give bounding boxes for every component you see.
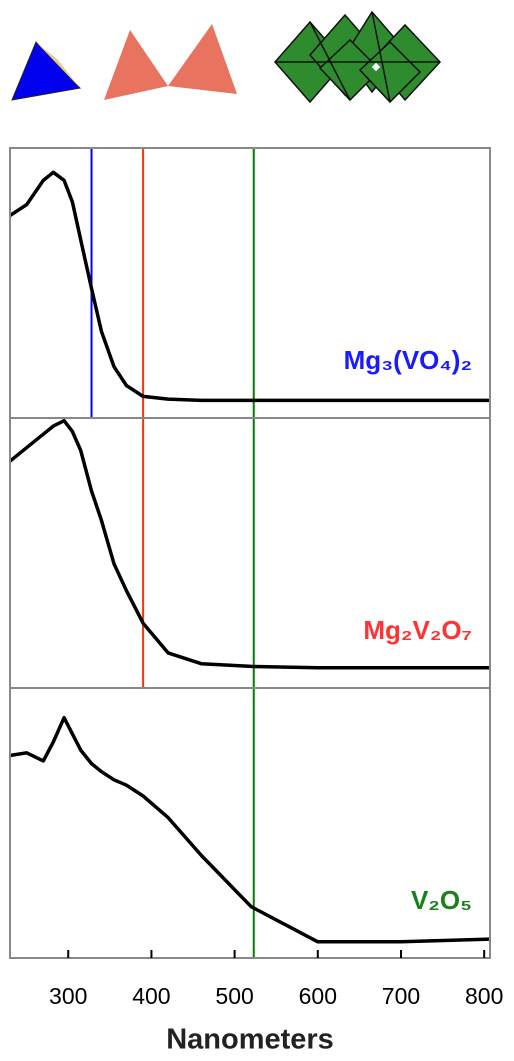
- panel-frame: [9, 147, 491, 419]
- x-tick-label: 500: [215, 983, 253, 1009]
- octahedra-icon: [274, 10, 442, 104]
- x-tick-label: 700: [382, 983, 420, 1009]
- panel-frame: [9, 687, 491, 959]
- series-label: V₂O₅: [411, 885, 472, 915]
- x-tick-label: 300: [49, 983, 87, 1009]
- spectrum-line: [8, 418, 490, 670]
- series-label: Mg₃(VO₄)₂: [344, 345, 472, 375]
- spectrum-line: [9, 170, 490, 403]
- pyramid-icon: [168, 24, 237, 94]
- x-tick-label: 600: [299, 983, 337, 1009]
- spectrum-line: [9, 715, 491, 944]
- tetrahedron-face: [36, 42, 80, 88]
- structure-icons: [11, 10, 442, 104]
- pyramid-icon: [104, 30, 168, 100]
- x-axis-label: Nanometers: [166, 1024, 334, 1056]
- x-tick-label: 800: [465, 983, 503, 1009]
- x-tick-label: 400: [132, 983, 170, 1009]
- series-label: Mg₂V₂O₇: [363, 615, 472, 645]
- icon-gap: [371, 62, 381, 72]
